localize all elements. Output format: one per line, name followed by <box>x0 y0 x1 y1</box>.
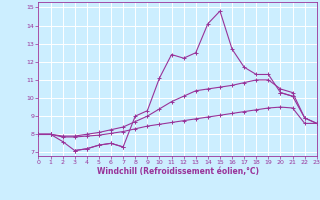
X-axis label: Windchill (Refroidissement éolien,°C): Windchill (Refroidissement éolien,°C) <box>97 167 259 176</box>
